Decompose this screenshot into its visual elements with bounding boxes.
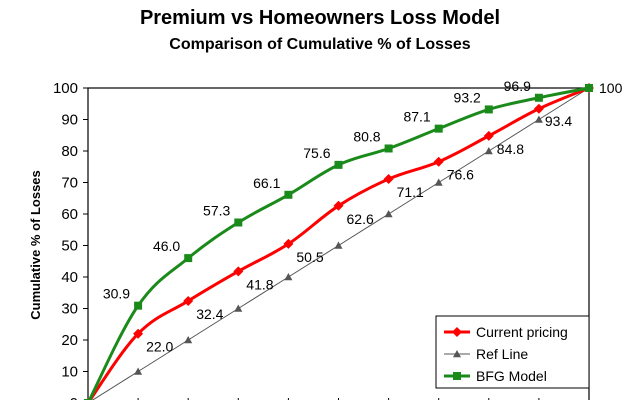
y-tick-label-70: 70	[61, 175, 78, 192]
data-label-current-pricing-9: 93.4	[545, 113, 572, 129]
y-tick-label-40: 40	[61, 269, 78, 286]
point-ref-line-6	[384, 210, 393, 218]
point-bfg-model-1	[134, 301, 143, 310]
data-label-bfg-model-8: 93.2	[454, 89, 481, 105]
point-ref-line-4	[284, 273, 293, 281]
point-bfg-model-7	[434, 124, 443, 133]
data-label-current-pricing-4: 50.5	[296, 249, 323, 265]
point-bfg-model-10	[585, 84, 593, 92]
data-label-bfg-model-4: 66.1	[253, 175, 280, 191]
y-tick-label-80: 80	[61, 143, 78, 160]
y-tick-label-90: 90	[61, 112, 78, 129]
y-tick-label-50: 50	[61, 238, 78, 255]
point-ref-line-7	[434, 178, 443, 186]
data-label-current-pricing-3: 41.8	[246, 276, 273, 292]
data-label-current-pricing-6: 71.1	[397, 184, 424, 200]
plot-area: 0 10 20 30 40 50 60 70 80 90 100 22.0 32.4 41.8 50.5 62…	[53, 78, 623, 400]
data-label-bfg-model-2: 46.0	[153, 238, 180, 254]
legend-label-bfg-model: BFG Model	[476, 368, 547, 384]
data-label-bfg-model-9: 96.9	[504, 78, 531, 94]
point-current-pricing-7	[433, 156, 444, 167]
data-label-bfg-model-1: 30.9	[103, 286, 130, 302]
data-label-current-pricing-7: 76.6	[447, 167, 474, 183]
data-label-current-pricing-2: 32.4	[196, 306, 223, 322]
point-current-pricing-9	[533, 103, 544, 114]
point-current-pricing-3	[233, 266, 244, 277]
y-axis-label: Cumulative % of Losses	[28, 170, 43, 320]
legend-marker-bfg-model	[453, 372, 461, 380]
point-ref-line-8	[484, 147, 493, 155]
legend-marker-current-pricing	[452, 327, 462, 337]
chart-subtitle: Comparison of Cumulative % of Losses	[169, 36, 470, 53]
point-ref-line-2	[184, 336, 193, 344]
y-tick-label-30: 30	[61, 301, 78, 318]
y-tick-label-10: 10	[61, 364, 78, 381]
y-tick-label-60: 60	[61, 206, 78, 223]
point-current-pricing-8	[483, 130, 494, 141]
point-current-pricing-2	[183, 295, 194, 306]
point-bfg-model-3	[234, 218, 243, 227]
point-bfg-model-8	[484, 105, 493, 114]
data-label-current-pricing-1: 22.0	[146, 339, 173, 355]
y-tick-label-100: 100	[53, 80, 78, 97]
y-tick-label-0: 0	[70, 395, 78, 400]
point-ref-line-1	[134, 367, 143, 375]
data-label-bfg-model-10: 100	[599, 80, 623, 96]
legend-label-current-pricing: Current pricing	[476, 324, 568, 340]
point-bfg-model-9	[534, 93, 543, 102]
legend-marker-ref-line	[453, 350, 461, 358]
data-label-bfg-model-7: 87.1	[403, 109, 430, 125]
y-tick-label-20: 20	[61, 332, 78, 349]
point-bfg-model-6	[384, 144, 393, 153]
point-ref-line-3	[234, 304, 243, 312]
point-ref-line-5	[334, 241, 343, 249]
point-current-pricing-6	[383, 174, 394, 185]
data-label-bfg-model-5: 75.6	[303, 145, 330, 161]
point-current-pricing-4	[283, 238, 294, 249]
point-current-pricing-1	[133, 328, 144, 339]
data-label-bfg-model-6: 80.8	[353, 128, 380, 144]
data-label-current-pricing-8: 84.8	[497, 141, 524, 157]
point-current-pricing-5	[333, 200, 344, 211]
point-bfg-model-5	[334, 160, 343, 169]
chart-title: Premium vs Homeowners Loss Model	[140, 7, 500, 29]
point-bfg-model-4	[284, 190, 293, 199]
legend-label-ref-line: Ref Line	[476, 346, 528, 362]
series-line-bfg-model	[87, 86, 590, 400]
data-label-bfg-model-3: 57.3	[203, 203, 230, 219]
data-label-current-pricing-5: 62.6	[347, 211, 374, 227]
point-bfg-model-2	[184, 254, 193, 263]
point-ref-line-9	[534, 115, 543, 123]
